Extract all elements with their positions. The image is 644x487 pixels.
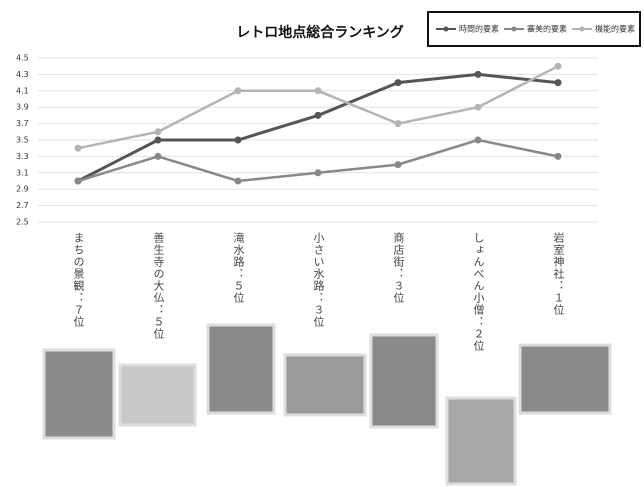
legend-label: 審美的要素 [527, 24, 567, 34]
y-tick-label: 3.9 [16, 103, 29, 112]
y-tick-label: 3.3 [16, 152, 29, 161]
point [474, 103, 482, 111]
y-tick-label: 2.7 [16, 201, 29, 210]
point [394, 120, 402, 128]
y-tick-label: 3.5 [16, 136, 29, 145]
point [74, 177, 82, 185]
point [234, 177, 242, 185]
legend-marker [579, 26, 585, 32]
point [154, 136, 162, 144]
y-tick-label: 2.5 [16, 218, 29, 227]
x-tick-label: 岩室神社：１位 [552, 231, 565, 316]
photo [283, 353, 367, 417]
legend-marker [511, 26, 517, 32]
photo [445, 396, 517, 486]
photo [206, 323, 276, 415]
point [314, 87, 322, 95]
legend-label: 時間的要素 [459, 24, 499, 34]
photo [518, 343, 612, 415]
x-tick-label: 小さい水路：３位 [312, 232, 325, 328]
y-tick-label: 4.5 [16, 54, 29, 63]
legend-marker [443, 26, 449, 32]
point [394, 161, 402, 169]
point [474, 70, 482, 78]
legend-label: 機能的要素 [595, 24, 635, 34]
point [154, 128, 162, 136]
point [554, 62, 562, 70]
x-tick-label: 商店街：３位 [392, 231, 405, 304]
point [474, 136, 482, 144]
chart-title: レトロ地点総合ランキング [236, 24, 404, 41]
legend-box [427, 11, 641, 47]
y-tick-label: 2.9 [16, 185, 29, 194]
y-tick-label: 3.1 [16, 168, 29, 177]
point [554, 152, 562, 160]
photo [369, 333, 439, 429]
photo [42, 348, 116, 440]
x-tick-label: まちの景観：７位 [72, 232, 85, 328]
x-tick-label: しょんべん小僧：２位 [472, 232, 485, 352]
point [314, 169, 322, 177]
x-tick-label: 善生寺の大仏：５位 [152, 231, 165, 340]
y-tick-label: 3.7 [16, 119, 29, 128]
photo [118, 363, 197, 427]
point [394, 79, 402, 87]
point [154, 152, 162, 160]
point [234, 136, 242, 144]
photos [42, 323, 612, 486]
y-tick-label: 4.1 [16, 86, 29, 95]
y-tick-label: 4.3 [16, 70, 29, 79]
point [554, 79, 562, 87]
x-tick-label: 滝水路：５位 [232, 232, 245, 304]
point [234, 87, 242, 95]
point [314, 111, 322, 119]
point [74, 144, 82, 152]
